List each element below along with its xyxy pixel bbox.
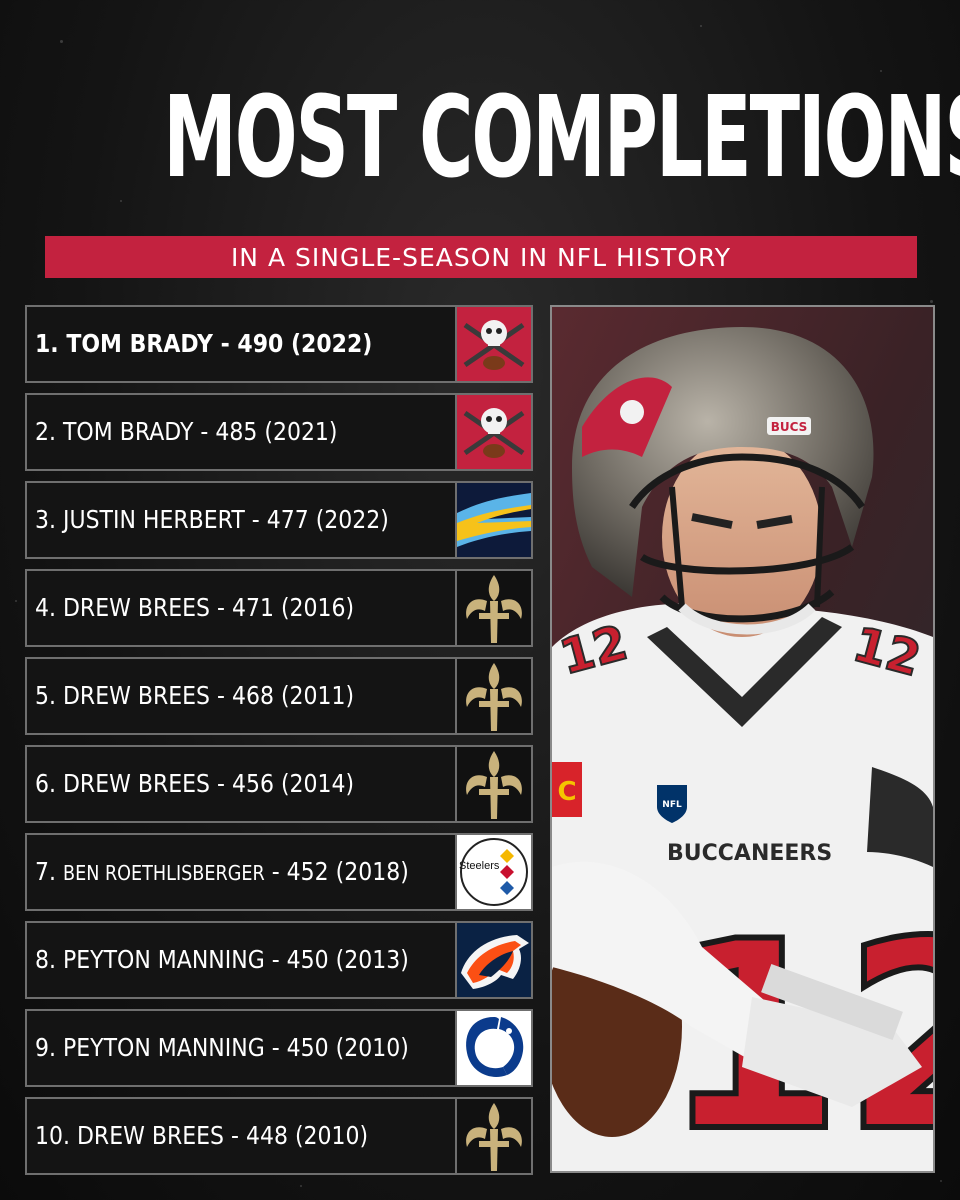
buccaneers-logo [455, 307, 531, 381]
ranking-row: 5. DREW BREES - 468 (2011) [25, 657, 533, 735]
steelers-wordmark: Steelers [459, 860, 500, 872]
page-title: MOST COMPLETIONS [163, 73, 960, 203]
ranking-text: 9. PEYTON MANNING - 450 (2010) [35, 1033, 409, 1062]
saints-logo [455, 659, 531, 733]
ranking-row: 9. PEYTON MANNING - 450 (2010) [25, 1009, 533, 1087]
ranking-row: 7. BEN ROETHLISBERGER - 452 (2018) Steel… [25, 833, 533, 911]
ranking-text: 3. JUSTIN HERBERT - 477 (2022) [35, 505, 389, 534]
ranking-text: 4. DREW BREES - 471 (2016) [35, 593, 355, 622]
player-photo: 12 12 BUCS C NFL BUCCANEERS 12 [550, 305, 935, 1173]
steelers-logo: Steelers [455, 835, 531, 909]
colts-logo [455, 1011, 531, 1085]
ranking-row: 1. TOM BRADY - 490 (2022) [25, 305, 533, 383]
saints-logo [455, 1099, 531, 1173]
chargers-logo [455, 483, 531, 557]
ranking-text: 10. DREW BREES - 448 (2010) [35, 1121, 369, 1150]
captain-patch: C [557, 777, 576, 807]
ranking-text: 8. PEYTON MANNING - 450 (2013) [35, 945, 409, 974]
saints-logo [455, 747, 531, 821]
ranking-text: 2. TOM BRADY - 485 (2021) [35, 417, 338, 446]
subtitle-banner: IN A SINGLE-SEASON IN NFL HISTORY [45, 236, 917, 278]
ranking-text: 6. DREW BREES - 456 (2014) [35, 769, 355, 798]
ranking-row: 4. DREW BREES - 471 (2016) [25, 569, 533, 647]
ranking-row: 2. TOM BRADY - 485 (2021) [25, 393, 533, 471]
ranking-row: 8. PEYTON MANNING - 450 (2013) [25, 921, 533, 999]
saints-logo [455, 571, 531, 645]
ranking-row: 6. DREW BREES - 456 (2014) [25, 745, 533, 823]
jersey-wordmark: BUCCANEERS [667, 841, 832, 866]
nfl-shield: NFL [662, 800, 682, 810]
ranking-row: 3. JUSTIN HERBERT - 477 (2022) [25, 481, 533, 559]
broncos-logo [455, 923, 531, 997]
ranking-text: 5. DREW BREES - 468 (2011) [35, 681, 355, 710]
ranking-row: 10. DREW BREES - 448 (2010) [25, 1097, 533, 1175]
buccaneers-logo [455, 395, 531, 469]
helmet-label: BUCS [771, 420, 808, 434]
subtitle: IN A SINGLE-SEASON IN NFL HISTORY [230, 242, 732, 272]
ranking-text: 1. TOM BRADY - 490 (2022) [35, 329, 373, 358]
ranking-text: 7. BEN ROETHLISBERGER - 452 (2018) [35, 857, 409, 886]
